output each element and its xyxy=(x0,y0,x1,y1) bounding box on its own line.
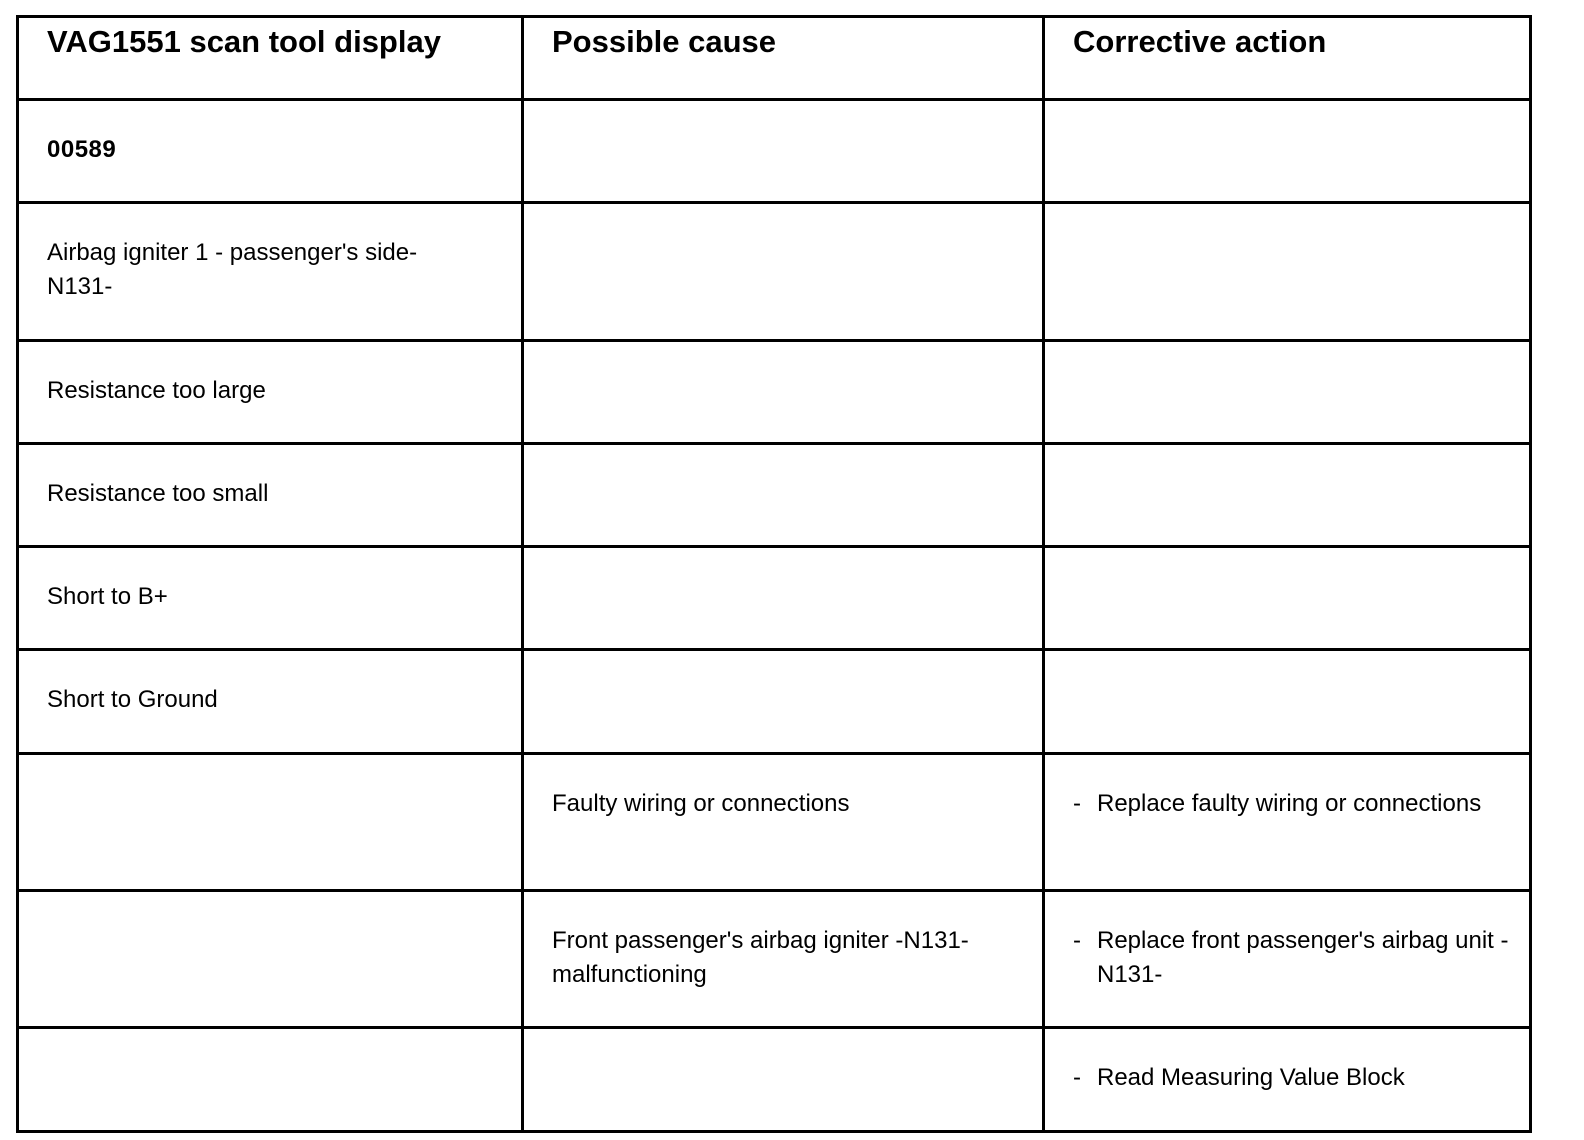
table-row: Resistance too large xyxy=(16,339,1532,445)
cell-action xyxy=(1042,442,1532,548)
table-row: Airbag igniter 1 - passenger's side-N131… xyxy=(16,201,1532,342)
table-row: Resistance too small xyxy=(16,442,1532,548)
action-text: Replace front passenger's airbag unit -N… xyxy=(1097,927,1509,988)
table-row: Short to B+ xyxy=(16,545,1532,651)
display-text: Airbag igniter 1 - passenger's side-N131… xyxy=(47,239,418,300)
bullet-dash: - xyxy=(1073,927,1081,954)
cell-cause xyxy=(521,201,1045,342)
cell-action xyxy=(1042,339,1532,445)
display-text: Short to B+ xyxy=(47,583,168,610)
display-text: Resistance too small xyxy=(47,480,269,507)
cell-action: - Replace faulty wiring or connections xyxy=(1042,752,1532,892)
header-corrective-action: Corrective action xyxy=(1042,15,1532,101)
cell-cause xyxy=(521,442,1045,548)
table-row: - Read Measuring Value Block xyxy=(16,1026,1532,1133)
cell-action xyxy=(1042,98,1532,204)
cell-display: 00589 xyxy=(16,98,524,204)
action-text: Replace faulty wiring or connections xyxy=(1097,790,1482,817)
cell-display: Resistance too large xyxy=(16,339,524,445)
cell-action xyxy=(1042,648,1532,755)
bullet-dash: - xyxy=(1073,790,1081,817)
table-row: Front passenger's airbag igniter -N131- … xyxy=(16,889,1532,1029)
cell-cause xyxy=(521,98,1045,204)
cell-cause xyxy=(521,545,1045,651)
cell-action: - Replace front passenger's airbag unit -… xyxy=(1042,889,1532,1029)
cell-cause: Faulty wiring or connections xyxy=(521,752,1045,892)
bullet-dash: - xyxy=(1073,1064,1081,1091)
table-row: Faulty wiring or connections - Replace fau… xyxy=(16,752,1532,892)
cell-display: Airbag igniter 1 - passenger's side-N131… xyxy=(16,201,524,342)
cell-action: - Read Measuring Value Block xyxy=(1042,1026,1532,1133)
cell-display: Short to B+ xyxy=(16,545,524,651)
cell-display: Short to Ground xyxy=(16,648,524,755)
header-possible-cause: Possible cause xyxy=(521,15,1045,101)
cause-text: Front passenger's airbag igniter -N131- … xyxy=(552,927,969,988)
cell-display: Resistance too small xyxy=(16,442,524,548)
cell-display xyxy=(16,1026,524,1133)
display-text: Short to Ground xyxy=(47,686,218,713)
cell-cause xyxy=(521,648,1045,755)
cause-text: Faulty wiring or connections xyxy=(552,790,850,817)
cell-action xyxy=(1042,545,1532,651)
cell-action xyxy=(1042,201,1532,342)
cell-display xyxy=(16,889,524,1029)
table-header-row: VAG1551 scan tool display Possible cause… xyxy=(16,15,1532,101)
action-text: Read Measuring Value Block xyxy=(1097,1064,1405,1091)
display-text: 00589 xyxy=(47,136,117,163)
cell-cause xyxy=(521,1026,1045,1133)
cell-display xyxy=(16,752,524,892)
diagnostic-table: VAG1551 scan tool display Possible cause… xyxy=(16,15,1532,1133)
cell-cause: Front passenger's airbag igniter -N131- … xyxy=(521,889,1045,1029)
cell-cause xyxy=(521,339,1045,445)
display-text: Resistance too large xyxy=(47,377,266,404)
header-scan-tool-display: VAG1551 scan tool display xyxy=(16,15,524,101)
table-row: Short to Ground xyxy=(16,648,1532,755)
table-row: 00589 xyxy=(16,98,1532,204)
